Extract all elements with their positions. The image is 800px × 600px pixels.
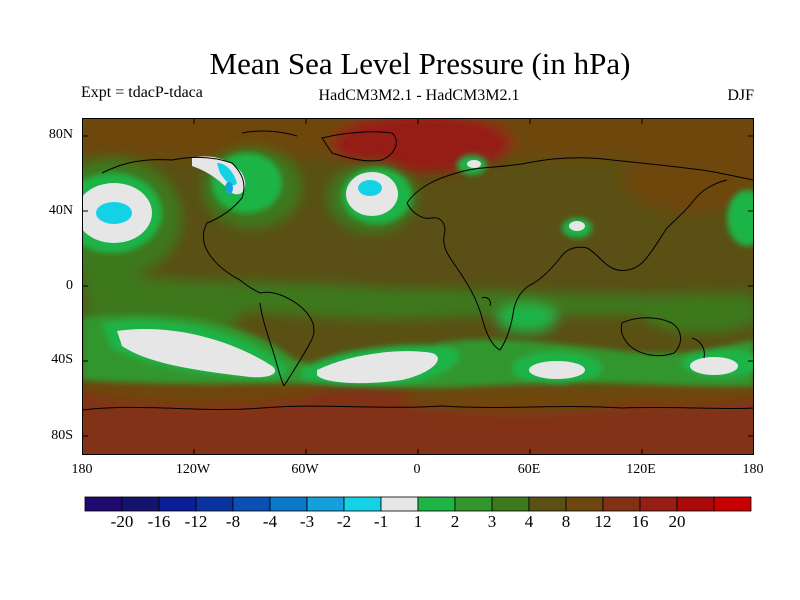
season-label: DJF <box>727 87 754 104</box>
lon-label-60w: 60W <box>291 462 319 477</box>
colorbar-label: 2 <box>450 512 460 531</box>
colorbar-label: -12 <box>184 512 208 531</box>
lon-label-0: 0 <box>413 462 421 477</box>
colorbar-swatch <box>269 496 308 512</box>
colorbar-label: -4 <box>262 512 278 531</box>
colorbar-swatch <box>454 496 493 512</box>
colorbar-label: 1 <box>413 512 423 531</box>
colorbar-swatch <box>528 496 567 512</box>
colorbar-swatch <box>713 496 752 512</box>
colorbar-label: 8 <box>561 512 571 531</box>
colorbar-label: 16 <box>631 512 649 531</box>
colorbar-label: -16 <box>147 512 171 531</box>
lon-label-120w: 120W <box>175 462 211 477</box>
colorbar-swatch <box>602 496 641 512</box>
colorbar-label: -20 <box>110 512 134 531</box>
colorbar-label: 12 <box>594 512 612 531</box>
colorbar-swatch <box>639 496 678 512</box>
lat-label-80n: 80N <box>48 127 73 142</box>
colorbar-label: -8 <box>225 512 241 531</box>
colorbar-swatch <box>491 496 530 512</box>
map-title: Mean Sea Level Pressure (in hPa) <box>209 46 631 81</box>
colorbar-swatch <box>676 496 715 512</box>
colorbar-label: 20 <box>668 512 686 531</box>
low-anomaly-regions <box>96 163 382 224</box>
colorbar-swatch <box>565 496 604 512</box>
colorbar-swatch <box>343 496 382 512</box>
colorbar <box>84 496 752 512</box>
lon-label-60e: 60E <box>517 462 541 477</box>
colorbar-label: -2 <box>336 512 352 531</box>
colorbar-swatch <box>195 496 234 512</box>
colorbar-swatch <box>158 496 197 512</box>
colorbar-swatch <box>84 496 123 512</box>
lat-label-40n: 40N <box>48 203 73 218</box>
colorbar-label: -3 <box>299 512 315 531</box>
colorbar-swatch <box>121 496 160 512</box>
map-ticks <box>82 118 754 455</box>
lat-label-0: 0 <box>66 278 73 293</box>
colorbar-swatch <box>417 496 456 512</box>
lat-label-40s: 40S <box>51 352 73 367</box>
lat-label-80s: 80S <box>51 428 73 443</box>
lon-label-180w: 180 <box>71 462 93 477</box>
coastlines <box>82 130 754 411</box>
colorbar-swatch <box>232 496 271 512</box>
pressure-map <box>82 118 754 455</box>
lon-label-120e: 120E <box>626 462 656 477</box>
colorbar-label: -1 <box>373 512 389 531</box>
experiment-label: Expt = tdacP-tdaca <box>81 84 203 101</box>
lon-label-180e: 180 <box>742 462 764 477</box>
colorbar-label: 3 <box>487 512 497 531</box>
colorbar-swatch <box>380 496 419 512</box>
colorbar-label: 4 <box>524 512 534 531</box>
model-label: HadCM3M2.1 - HadCM3M2.1 <box>318 87 520 104</box>
colorbar-swatch <box>306 496 345 512</box>
